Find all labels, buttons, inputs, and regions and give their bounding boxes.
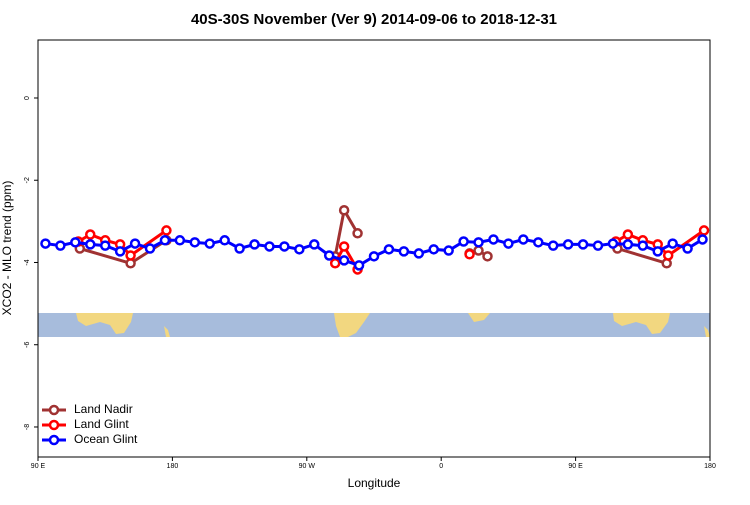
data-point (697, 234, 708, 245)
data-point (55, 240, 66, 251)
x-axis-label: Longitude (348, 476, 401, 490)
data-point (204, 238, 215, 249)
data-point (129, 238, 141, 249)
data-point (114, 246, 126, 257)
data-point (503, 238, 514, 249)
data-point (144, 243, 156, 254)
data-point (309, 239, 320, 250)
data-point (473, 237, 484, 248)
data-point (249, 239, 260, 250)
y-tick-label: -6 (24, 342, 31, 348)
data-point (413, 248, 425, 259)
data-point (577, 239, 589, 250)
data-point (159, 235, 171, 246)
data-point (518, 234, 529, 245)
data-point (234, 243, 245, 254)
data-point (667, 238, 678, 249)
map-strip (38, 313, 710, 337)
data-point (219, 235, 230, 246)
data-point (40, 238, 51, 249)
data-point (368, 251, 380, 262)
legend-label: Land Nadir (74, 402, 133, 416)
data-point (607, 238, 619, 249)
legend-marker (48, 419, 60, 431)
data-point (353, 260, 365, 271)
data-point (174, 235, 186, 246)
data-point (473, 245, 484, 256)
y-tick-label: -2 (24, 177, 31, 183)
land-shape (468, 313, 490, 322)
data-point (338, 241, 350, 252)
data-point (161, 225, 172, 236)
data-point (99, 240, 111, 251)
plot-frame (37, 39, 711, 458)
data-point (85, 239, 96, 250)
land-shape (76, 313, 133, 334)
data-point (698, 225, 710, 236)
land-shape (704, 326, 710, 337)
x-tick-label: 90 E (31, 463, 46, 470)
data-point (622, 239, 634, 250)
data-point (70, 237, 81, 248)
ocean-band (38, 313, 710, 337)
x-tick-label: 180 (704, 463, 716, 470)
data-point (323, 250, 335, 261)
data-point (189, 237, 201, 248)
data-point (383, 244, 395, 255)
data-point (428, 244, 439, 255)
land-shape (613, 313, 670, 334)
data-point (533, 237, 544, 248)
data-point (637, 240, 649, 251)
y-tick-label: -8 (24, 424, 31, 430)
data-point (125, 250, 136, 261)
data-point (622, 229, 634, 240)
data-point (562, 239, 574, 250)
land-shape (334, 313, 370, 337)
data-point (352, 228, 363, 239)
data-point (443, 245, 454, 256)
data-point (547, 240, 559, 251)
land-shape (164, 326, 170, 337)
x-tick-label: 90 E (568, 463, 583, 470)
data-point (398, 246, 410, 257)
legend-marker (48, 404, 60, 416)
data-point (458, 236, 469, 247)
legend-label: Ocean Glint (74, 432, 138, 446)
data-point (464, 249, 475, 260)
y-axis-label: XCO2 - MLO trend (ppm) (0, 181, 14, 316)
x-tick-label: 0 (439, 463, 443, 470)
data-point (592, 240, 604, 251)
data-point (329, 258, 341, 269)
data-point (482, 251, 493, 262)
y-tick-label: 0 (24, 96, 31, 100)
data-point (488, 234, 499, 245)
legend-marker (48, 434, 60, 446)
x-tick-label: 180 (167, 463, 179, 470)
data-point (662, 250, 674, 261)
data-point (279, 241, 290, 252)
y-tick-label: -4 (24, 259, 31, 265)
data-point (85, 229, 96, 240)
legend-label: Land Glint (74, 417, 129, 431)
data-point (682, 243, 693, 254)
chart-title: 40S-30S November (Ver 9) 2014-09-06 to 2… (191, 11, 557, 28)
data-point (338, 205, 350, 216)
data-point (294, 244, 305, 255)
data-point (264, 241, 275, 252)
data-point (338, 255, 350, 266)
data-point (652, 246, 663, 257)
x-tick-label: 90 W (299, 463, 316, 470)
